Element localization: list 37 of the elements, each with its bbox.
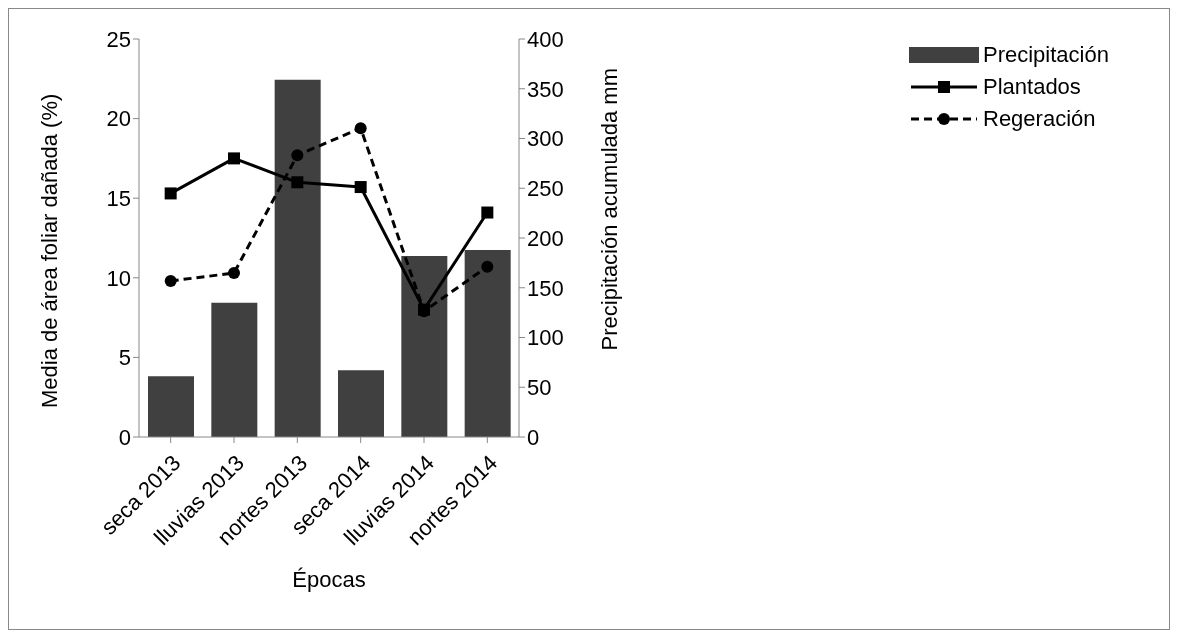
- y2-tick-label: 100: [527, 325, 564, 351]
- point: [228, 152, 240, 165]
- point: [481, 260, 494, 273]
- point: [481, 206, 494, 219]
- y2-tick-label: 300: [527, 126, 564, 152]
- y2-tick-label: 200: [527, 225, 564, 251]
- y-tick-label: 0: [118, 424, 131, 450]
- legend-label: Precipitación: [983, 42, 1109, 68]
- bar: [274, 79, 321, 437]
- y-tick-label: 5: [118, 345, 131, 371]
- bar: [338, 370, 384, 437]
- x-axis-title: Épocas: [292, 567, 366, 592]
- y2-tick-label: 50: [527, 375, 552, 401]
- point: [164, 274, 177, 287]
- y2-tick-label: 250: [527, 176, 564, 202]
- y-tick-label: 10: [106, 265, 131, 291]
- point: [291, 176, 304, 189]
- point: [228, 267, 240, 280]
- y-tick-label: 25: [106, 26, 131, 52]
- y-tick-label: 15: [106, 186, 131, 212]
- y2-axis-title: Precipitación acumulada mm: [596, 68, 622, 351]
- bar: [401, 255, 448, 437]
- y2-tick-label: 350: [527, 76, 564, 102]
- point: [354, 122, 367, 135]
- legend-label: Plantados: [983, 74, 1081, 100]
- bar: [464, 249, 511, 437]
- bar: [211, 302, 258, 437]
- legend-label: Regeración: [983, 106, 1096, 132]
- point: [354, 181, 367, 194]
- point: [164, 187, 177, 200]
- y2-tick-label: 0: [527, 424, 540, 450]
- y2-tick-label: 400: [527, 26, 564, 52]
- y-tick-label: 20: [106, 106, 131, 132]
- point: [291, 149, 304, 162]
- y2-tick-label: 150: [527, 275, 564, 301]
- y-axis-title: Media de área foliar dañada (%): [36, 93, 62, 408]
- bar: [148, 376, 194, 437]
